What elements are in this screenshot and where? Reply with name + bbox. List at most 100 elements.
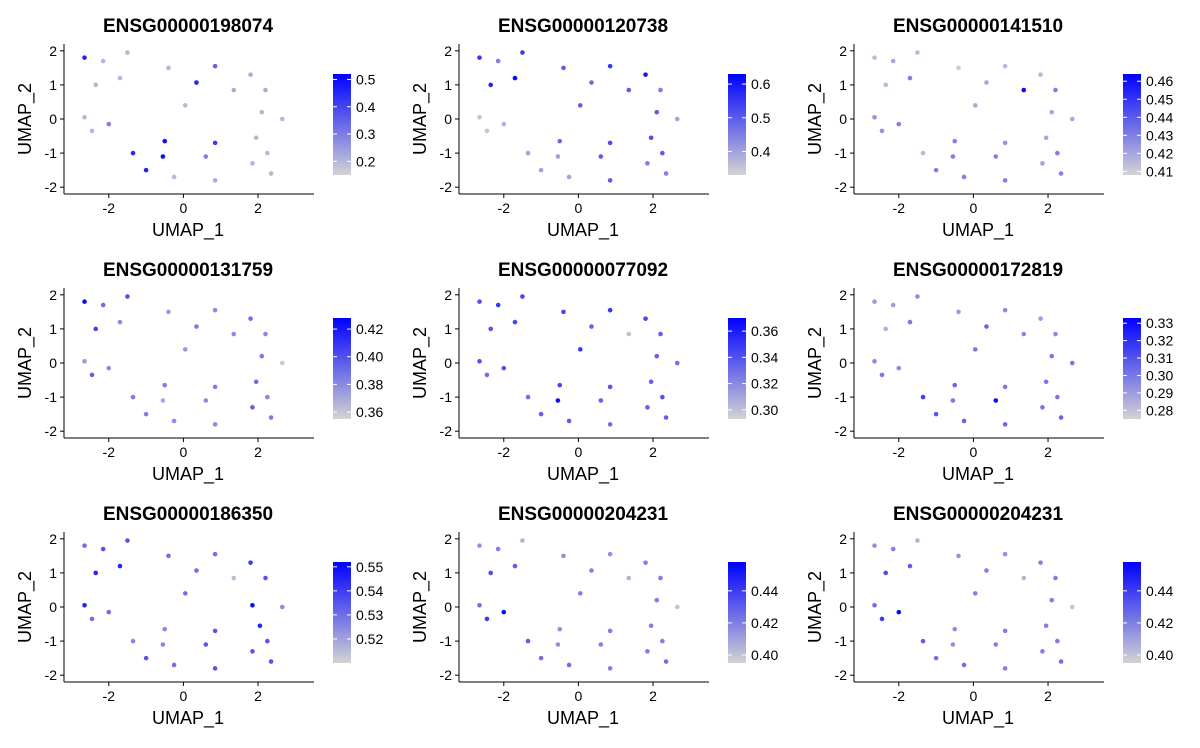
data-point	[279, 360, 285, 366]
panel-title: ENSG00000198074	[103, 16, 274, 37]
data-point	[265, 638, 270, 644]
y-axis-label: UMAP_2	[805, 327, 826, 399]
data-point	[1002, 666, 1008, 671]
y-tick-label: -2	[440, 179, 453, 195]
data-point	[555, 642, 561, 647]
colorbar-tick-label: 0.42	[1146, 615, 1173, 631]
data-point	[872, 114, 877, 120]
data-point	[520, 294, 525, 299]
x-tick-label: -2	[103, 444, 116, 460]
data-point	[100, 546, 106, 552]
colorbar-tick-label: 0.42	[1146, 145, 1173, 161]
data-point	[956, 553, 961, 559]
colorbar-tick-label: 0.44	[1146, 583, 1173, 599]
colorbar-tick-label: 0.6	[751, 76, 771, 92]
y-axis-label: UMAP_2	[15, 571, 36, 643]
x-tick-label: 0	[575, 444, 583, 460]
colorbar-tick-label: 0.5	[751, 110, 771, 126]
panel-title: ENSG00000204231	[893, 504, 1064, 525]
data-point	[648, 623, 654, 629]
data-point	[555, 398, 561, 403]
data-point	[130, 150, 136, 156]
data-point	[1040, 649, 1045, 654]
data-point	[89, 372, 95, 378]
colorbar-tick-label: 0.41	[1146, 163, 1173, 179]
colorbar	[728, 562, 746, 663]
data-point	[100, 58, 106, 64]
panel-2: ENSG00000120738 -2 0 2 -2 -1 0 1 2 UMAP_1 UMAP_2 0.…	[410, 16, 771, 241]
colorbar-tick-label: 0.40	[356, 349, 383, 365]
y-tick-label: -2	[45, 179, 58, 195]
data-point	[660, 638, 665, 644]
data-point	[125, 294, 130, 299]
data-point	[643, 316, 648, 321]
data-point	[950, 154, 956, 159]
colorbar-tick-label: 0.55	[356, 559, 383, 575]
x-tick-label: 2	[1044, 444, 1052, 460]
data-point	[654, 353, 660, 359]
x-tick-label: 0	[970, 444, 978, 460]
y-axis-label: UMAP_2	[805, 83, 826, 155]
y-tick-label: 2	[839, 287, 847, 303]
data-point	[171, 662, 177, 668]
x-tick-label: 2	[649, 200, 657, 216]
y-tick-label: 1	[444, 565, 452, 581]
panel-title: ENSG00000131759	[103, 260, 273, 281]
data-point	[883, 82, 889, 88]
data-point	[162, 382, 168, 388]
x-tick-label: 0	[180, 688, 188, 704]
data-point	[1021, 87, 1027, 93]
x-axis-label: UMAP_1	[942, 708, 1014, 729]
data-point	[577, 591, 583, 596]
data-point	[589, 80, 594, 85]
data-point	[920, 638, 926, 644]
data-point	[162, 626, 168, 632]
data-point	[883, 570, 889, 576]
data-point	[117, 75, 123, 81]
data-point	[1069, 604, 1075, 610]
data-point	[1058, 171, 1064, 176]
x-tick-label: 0	[180, 444, 188, 460]
x-tick-label: -2	[103, 200, 116, 216]
data-point	[566, 418, 572, 424]
data-point	[89, 616, 95, 622]
data-point	[259, 353, 265, 359]
data-point	[488, 570, 494, 576]
panel-title: ENSG00000204231	[498, 504, 669, 525]
data-point	[598, 154, 604, 159]
data-point	[268, 171, 274, 176]
data-point	[212, 63, 218, 69]
panel-6: ENSG00000172819 -2 0 2 -2 -1 0 1 2 UMAP_1 UMAP_2 0.…	[805, 260, 1173, 485]
data-point	[607, 422, 613, 427]
data-point	[279, 604, 285, 610]
data-point	[561, 309, 566, 315]
data-point	[495, 58, 501, 64]
data-point	[961, 662, 967, 668]
data-point	[993, 642, 999, 647]
data-point	[484, 128, 490, 134]
panel-title: ENSG00000172819	[893, 260, 1063, 281]
data-point	[231, 87, 237, 93]
data-point	[660, 150, 665, 156]
data-point	[182, 347, 188, 352]
colorbar	[1123, 562, 1141, 663]
y-tick-label: 2	[839, 43, 847, 59]
colorbar-tick-label: 0.4	[751, 143, 771, 159]
data-point	[956, 65, 961, 71]
data-point	[212, 140, 218, 146]
x-tick-label: -2	[893, 444, 906, 460]
y-tick-label: 1	[444, 77, 452, 93]
data-point	[674, 604, 680, 610]
data-point	[607, 628, 613, 634]
y-tick-label: -1	[440, 145, 453, 161]
data-point	[961, 418, 967, 424]
data-point	[265, 394, 270, 400]
data-point	[257, 623, 263, 629]
y-tick-label: 2	[49, 287, 57, 303]
data-point	[1040, 405, 1045, 410]
data-point	[250, 649, 255, 654]
data-point	[512, 319, 518, 325]
x-tick-label: 2	[1044, 688, 1052, 704]
data-point	[1038, 560, 1043, 565]
data-point	[1055, 394, 1060, 400]
